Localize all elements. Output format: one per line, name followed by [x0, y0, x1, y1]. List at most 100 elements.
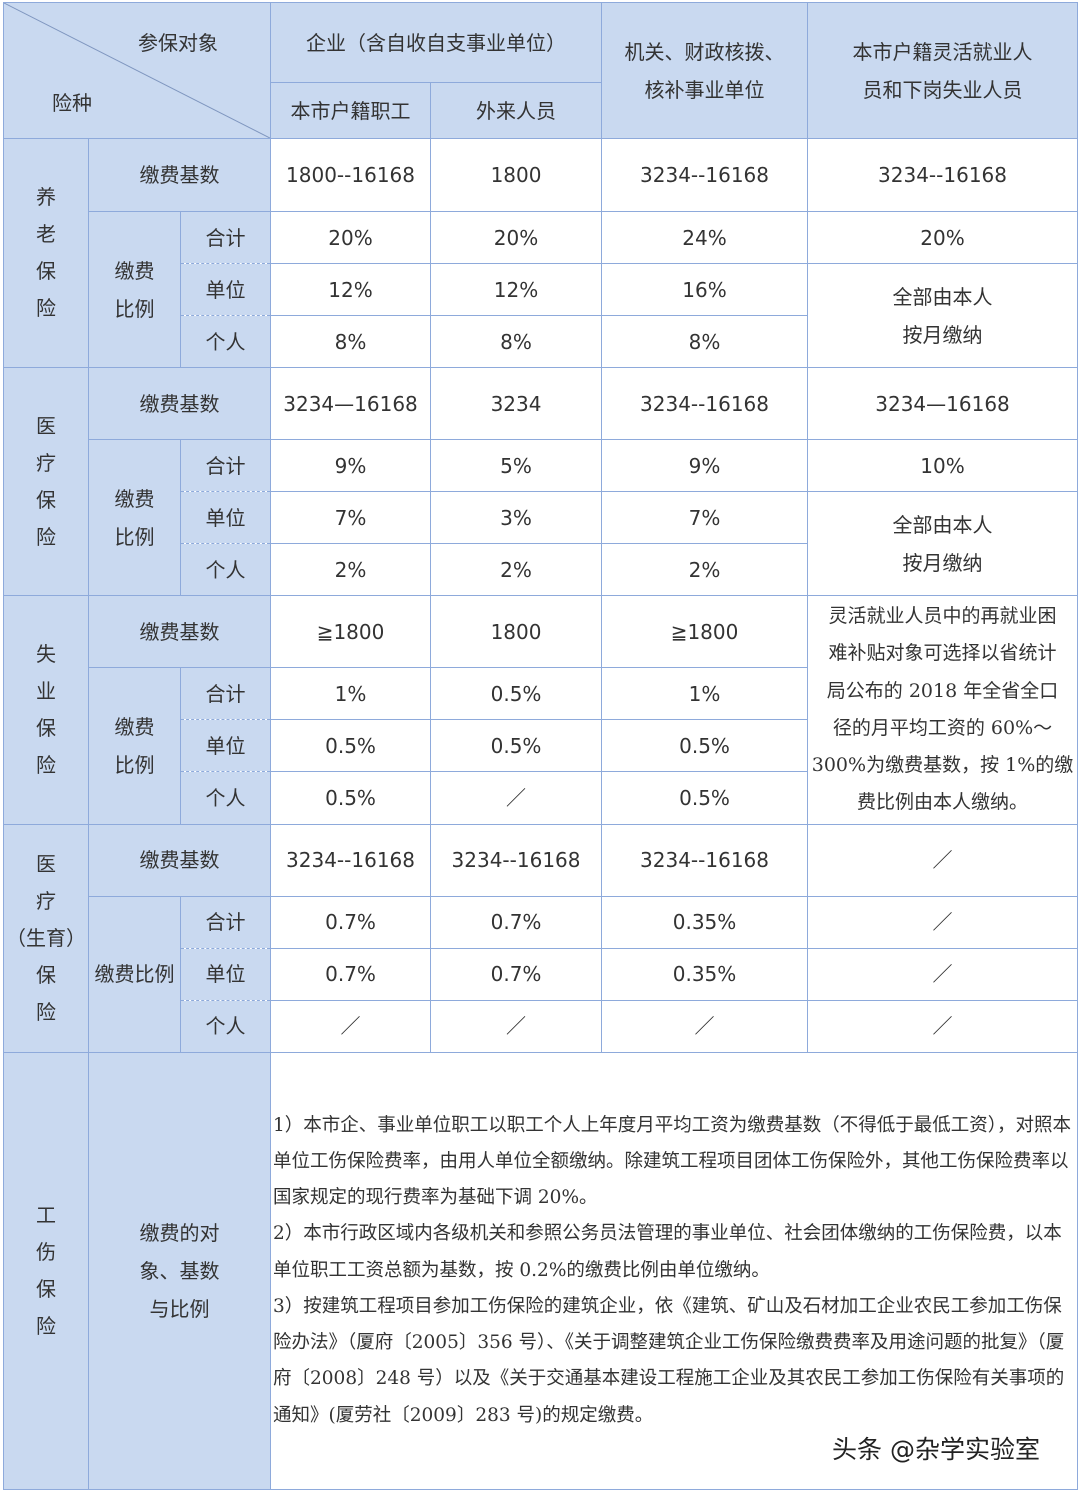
corner-diagonal-line: [4, 3, 270, 138]
medical-total-flexible: 10%: [807, 439, 1079, 493]
maternity-ratio-label: 缴费比例: [88, 895, 181, 1053]
pension-total-government: 24%: [601, 211, 809, 265]
medical-employer-label: 单位: [179, 491, 272, 545]
unemployment-total-migrant: 0.5%: [430, 667, 603, 721]
maternity-base-flexible: ／: [807, 823, 1079, 897]
unemployment-personal-migrant: ／: [430, 771, 603, 825]
maternity-total-local: 0.7%: [270, 895, 432, 949]
watermark-text: 头条 @杂学实验室: [832, 1435, 1040, 1464]
pension-base-flexible: 3234--16168: [807, 138, 1079, 213]
maternity-insurance-label: 医 疗 （生育） 保 险: [3, 823, 89, 1053]
maternity-total-flexible: ／: [807, 895, 1079, 949]
pension-personal-migrant: 8%: [430, 315, 603, 369]
maternity-personal-label: 个人: [179, 999, 272, 1053]
maternity-employer-flexible: ／: [807, 947, 1079, 1001]
medical-total-government: 9%: [601, 439, 809, 493]
medical-base-flexible: 3234—16168: [807, 367, 1079, 441]
medical-employer-migrant: 3%: [430, 491, 603, 545]
medical-insurance-label: 医 疗 保 险: [3, 367, 89, 597]
maternity-personal-flexible: ／: [807, 999, 1079, 1053]
medical-base-government: 3234--16168: [601, 367, 809, 441]
maternity-personal-government: ／: [601, 999, 809, 1053]
maternity-personal-migrant: ／: [430, 999, 603, 1053]
pension-personal-label: 个人: [179, 315, 272, 369]
government-header: 机关、财政核拨、 核补事业单位: [601, 1, 809, 140]
unemployment-total-government: 1%: [601, 667, 809, 721]
pension-personal-local: 8%: [270, 315, 432, 369]
insured-party-label: 参保对象: [138, 31, 218, 55]
injury-note-3: 3）按建筑工程项目参加工伤保险的建筑企业，依《建筑、矿山及石材加工企业农民工参加…: [273, 1295, 1065, 1426]
unemployment-base-migrant: 1800: [430, 595, 603, 669]
unemployment-base-local: ≧1800: [270, 595, 432, 669]
maternity-base-government: 3234--16168: [601, 823, 809, 897]
injury-note-1: 1）本市企、事业单位职工以职工个人上年度月平均工资为缴费基数（不得低于最低工资）…: [273, 1114, 1072, 1209]
maternity-employer-label: 单位: [179, 947, 272, 1001]
pension-total-local: 20%: [270, 211, 432, 265]
pension-employer-government: 16%: [601, 263, 809, 317]
unemployment-personal-label: 个人: [179, 771, 272, 825]
pension-flexible-note: 全部由本人 按月缴纳: [807, 263, 1079, 369]
medical-personal-label: 个人: [179, 543, 272, 597]
pension-personal-government: 8%: [601, 315, 809, 369]
pension-insurance-label: 养 老 保 险: [3, 138, 89, 369]
pension-employer-migrant: 12%: [430, 263, 603, 317]
maternity-total-label: 合计: [179, 895, 272, 949]
unemployment-employer-government: 0.5%: [601, 719, 809, 773]
maternity-employer-migrant: 0.7%: [430, 947, 603, 1001]
enterprise-header: 企业（含自收自支事业单位）: [270, 1, 603, 84]
medical-total-local: 9%: [270, 439, 432, 493]
medical-ratio-label: 缴费 比例: [88, 439, 181, 597]
maternity-base-label: 缴费基数: [87, 823, 272, 897]
unemployment-personal-local: 0.5%: [270, 771, 432, 825]
corner-header-cell: 参保对象 险种: [2, 1, 272, 140]
medical-base-local: 3234—16168: [270, 367, 432, 441]
maternity-base-migrant: 3234--16168: [430, 823, 603, 897]
medical-base-label: 缴费基数: [87, 367, 272, 441]
unemployment-flexible-note: 灵活就业人员中的再就业困 难补贴对象可选择以省统计 局公布的 2018 年全省全…: [807, 595, 1079, 825]
pension-base-government: 3234--16168: [601, 138, 809, 213]
maternity-personal-local: ／: [270, 999, 432, 1053]
maternity-employer-local: 0.7%: [270, 947, 432, 1001]
medical-base-migrant: 3234: [430, 367, 603, 441]
pension-base-local: 1800--16168: [270, 138, 432, 213]
unemployment-total-label: 合计: [179, 667, 272, 721]
pension-employer-label: 单位: [179, 263, 272, 317]
maternity-total-migrant: 0.7%: [430, 895, 603, 949]
injury-note-2: 2）本市行政区域内各级机关和参照公务员法管理的事业单位、社会团体缴纳的工伤保险费…: [273, 1223, 1062, 1281]
maternity-total-government: 0.35%: [601, 895, 809, 949]
pension-base-label: 缴费基数: [87, 138, 272, 213]
maternity-employer-government: 0.35%: [601, 947, 809, 1001]
unemployment-employer-label: 单位: [179, 719, 272, 773]
medical-personal-local: 2%: [270, 543, 432, 597]
unemployment-personal-government: 0.5%: [601, 771, 809, 825]
unemployment-ratio-label: 缴费 比例: [88, 667, 181, 825]
injury-insurance-label: 工 伤 保 险: [3, 1051, 89, 1491]
local-staff-header: 本市户籍职工: [270, 82, 432, 140]
unemployment-total-local: 1%: [270, 667, 432, 721]
pension-total-migrant: 20%: [430, 211, 603, 265]
unemployment-employer-migrant: 0.5%: [430, 719, 603, 773]
medical-personal-government: 2%: [601, 543, 809, 597]
pension-total-label: 合计: [179, 211, 272, 265]
unemployment-base-government: ≧1800: [601, 595, 809, 669]
migrant-worker-header: 外来人员: [430, 82, 603, 140]
medical-total-migrant: 5%: [430, 439, 603, 493]
unemployment-base-label: 缴费基数: [87, 595, 272, 669]
unemployment-insurance-label: 失 业 保 险: [3, 595, 89, 825]
pension-total-flexible: 20%: [807, 211, 1079, 265]
medical-employer-government: 7%: [601, 491, 809, 545]
medical-employer-local: 7%: [270, 491, 432, 545]
pension-employer-local: 12%: [270, 263, 432, 317]
flexible-worker-header: 本市户籍灵活就业人 员和下岗失业人员: [807, 1, 1079, 140]
maternity-base-local: 3234--16168: [270, 823, 432, 897]
pension-base-migrant: 1800: [430, 138, 603, 213]
medical-total-label: 合计: [179, 439, 272, 493]
pension-ratio-label: 缴费 比例: [88, 211, 181, 369]
unemployment-employer-local: 0.5%: [270, 719, 432, 773]
medical-personal-migrant: 2%: [430, 543, 603, 597]
medical-flexible-note: 全部由本人 按月缴纳: [807, 491, 1079, 597]
injury-notes-cell: 1）本市企、事业单位职工以职工个人上年度月平均工资为缴费基数（不得低于最低工资）…: [270, 1051, 1079, 1491]
insurance-type-label: 险种: [52, 91, 92, 115]
injury-label: 缴费的对 象、基数 与比例: [87, 1051, 272, 1491]
